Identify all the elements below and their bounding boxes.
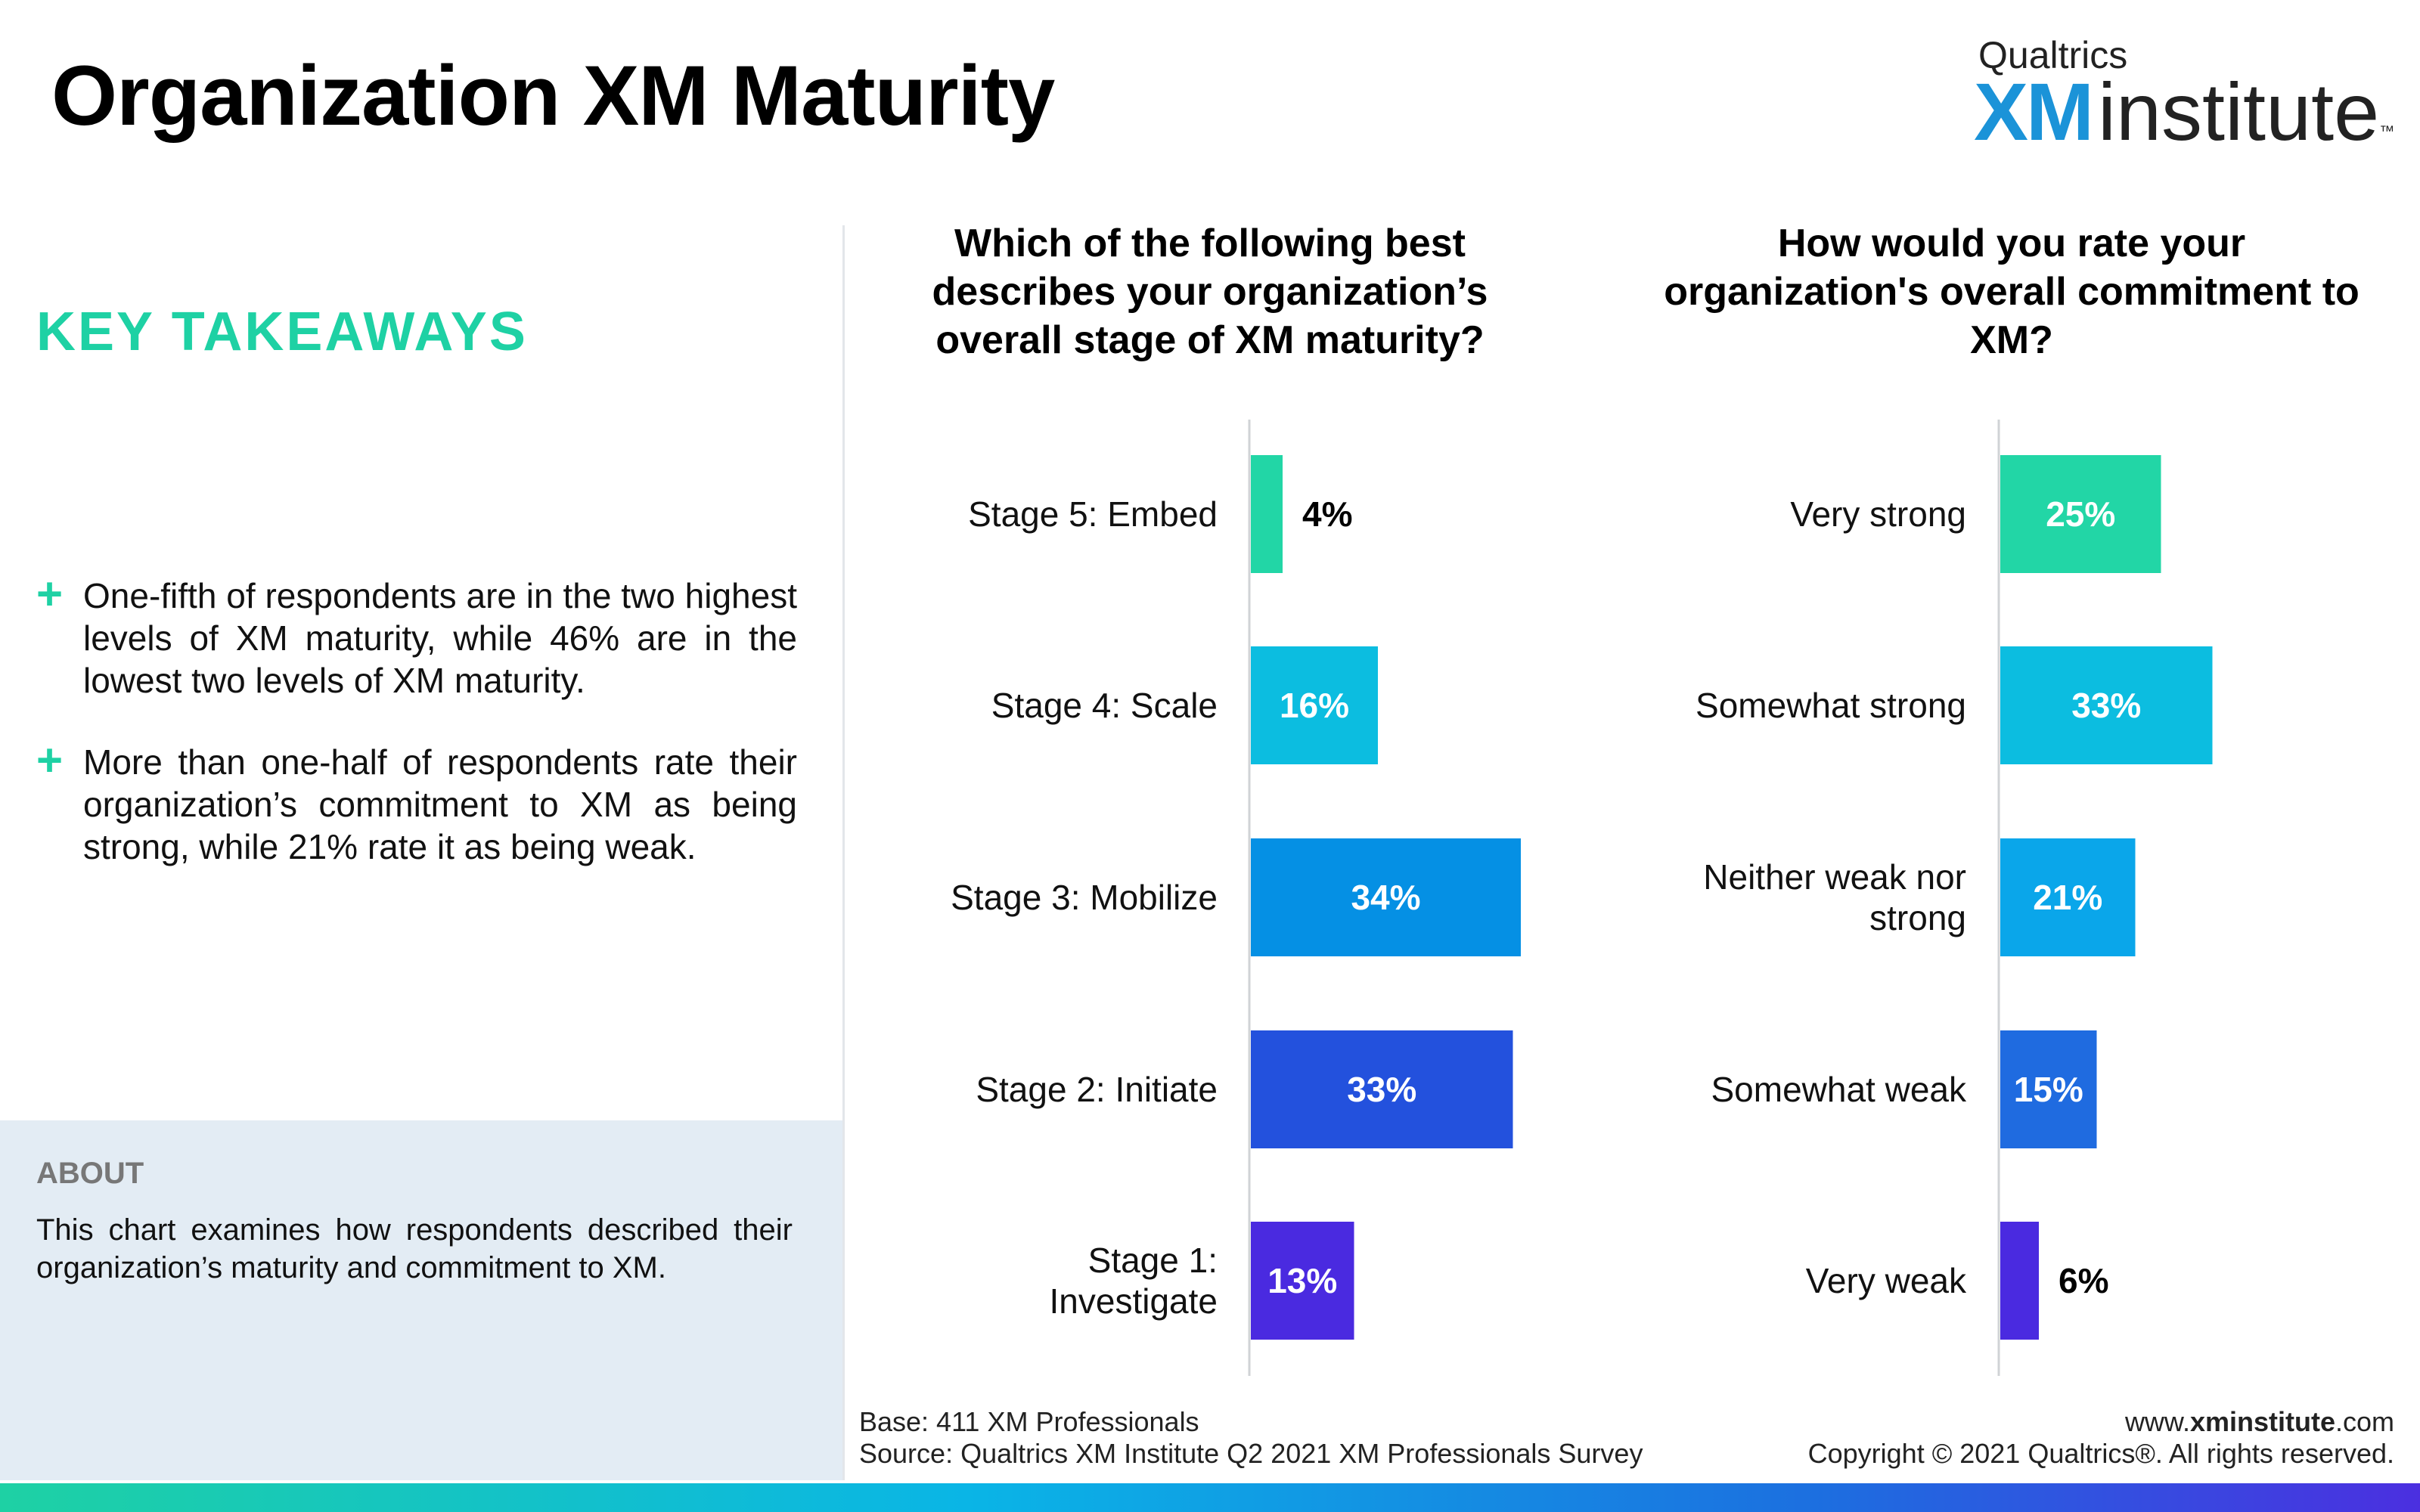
page-title: Organization XM Maturity [51,48,1055,143]
takeaway-text: More than one-half of respondents rate t… [83,742,797,866]
key-takeaways-list: + One-fifth of respondents are in the tw… [36,569,797,907]
takeaway-text: One-fifth of respondents are in the two … [83,576,797,700]
commitment-value-label: 6% [2059,1261,2108,1300]
commitment-value-label: 33% [2071,686,2141,725]
left-panel-divider [842,225,845,1480]
logo-institute-text: institute [2098,66,2380,157]
maturity-value-label: 33% [1347,1070,1416,1109]
maturity-bar [1251,455,1283,573]
site-suffix: .com [2335,1406,2394,1437]
takeaway-item: + One-fifth of respondents are in the tw… [36,569,797,702]
footer-base: Base: 411 XM Professionals [859,1406,1199,1437]
key-takeaways-heading: KEY TAKEAWAYS [36,302,528,362]
about-heading: ABOUT [36,1157,144,1190]
maturity-bar [1251,646,1378,764]
xm-institute-logo: Qualtrics XMinstitute™ [1974,33,2394,157]
maturity-bar-chart: Stage 5: Embed 4% Stage 4: Scale 16% Stage 3… [951,420,1521,1376]
commitment-bar-chart: Very strong 25% Somewhat strong 33% Neither … [1696,420,2213,1376]
site-domain: xminstitute [2189,1406,2335,1437]
commitment-value-label: 25% [2046,494,2115,534]
maturity-value-label: 16% [1280,686,1349,725]
footer-copyright: Copyright © 2021 Qualtrics®. All rights … [1807,1438,2394,1469]
logo-xm-text: XM [1974,66,2094,157]
commitment-chart-title: How would you rate your organization's o… [1664,222,2360,362]
commitment-category-label: Neither weak nor strong [1703,857,1966,937]
maturity-value-label: 13% [1267,1261,1337,1300]
maturity-bar [1251,1222,1354,1340]
about-panel: ABOUT This chart examines how respondent… [0,1120,842,1480]
maturity-bar [1251,1030,1513,1148]
footer-website-link[interactable]: www.xminstitute.com [1808,1406,2394,1438]
maturity-bar [1251,838,1521,956]
site-prefix: www. [2124,1406,2190,1437]
footer-source: Source: Qualtrics XM Institute Q2 2021 X… [859,1438,1643,1469]
maturity-value-label: 4% [1302,494,1352,534]
commitment-bar [2000,455,2161,573]
commitment-value-label: 15% [2014,1070,2083,1109]
logo-wordmark: XMinstitute™ [1974,67,2394,157]
maturity-chart-title: Which of the following best describes yo… [932,222,1488,362]
commitment-bar [2000,646,2213,764]
maturity-category-label: Stage 1: Investigate [1050,1241,1218,1321]
commitment-bar [2000,1030,2097,1148]
commitment-value-label: 21% [2033,878,2102,917]
footer-base-source: Base: 411 XM Professionals Source: Qualt… [859,1406,1643,1470]
commitment-bar [2000,1222,2039,1340]
logo-trademark: ™ [2379,123,2395,140]
commitment-category-label: Somewhat strong [1696,686,1966,725]
commitment-category-label: Very strong [1790,494,1966,534]
commitment-bar [2000,838,2136,956]
maturity-value-label: 34% [1351,878,1420,917]
maturity-category-label: Stage 5: Embed [968,494,1218,534]
commitment-category-label: Very weak [1806,1261,1967,1300]
logo-qualtrics-text: Qualtrics [1978,34,2128,76]
bottom-gradient-bar [0,1483,2420,1512]
plus-icon: + [36,569,64,619]
about-text: This chart examines how respondents desc… [36,1213,793,1284]
plus-icon: + [36,735,64,785]
maturity-category-label: Stage 4: Scale [991,686,1218,725]
maturity-category-label: Stage 3: Mobilize [951,878,1218,917]
footer-site-copyright: www.xminstitute.com Copyright © 2021 Qua… [1808,1406,2394,1470]
takeaway-item: + More than one-half of respondents rate… [36,735,797,868]
commitment-category-label: Somewhat weak [1711,1070,1967,1109]
maturity-category-label: Stage 2: Initiate [976,1070,1218,1109]
